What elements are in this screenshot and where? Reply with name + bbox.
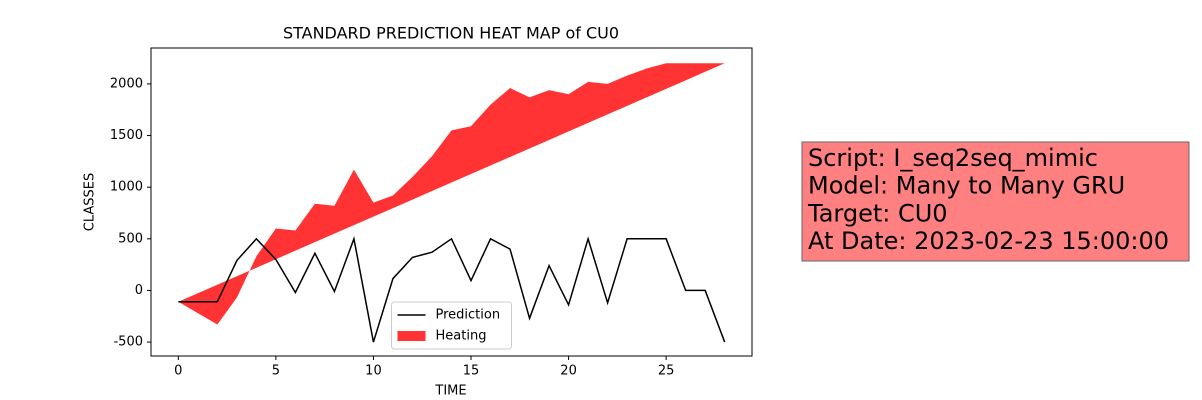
x-tick-label: 0	[174, 364, 182, 379]
y-tick-label: 2000	[110, 76, 143, 91]
line	[178, 236, 726, 343]
x-tick-label: 15	[463, 364, 480, 379]
y-tick-label: 1500	[110, 128, 143, 143]
annotation-text: Script: I_seq2seq_mimic	[808, 144, 1098, 172]
y-axis-label: CLASSES	[83, 173, 98, 231]
y-tick-label: 1000	[110, 180, 143, 195]
area	[178, 63, 725, 325]
legend-label: Prediction	[436, 308, 501, 323]
plot-frame	[150, 47, 753, 357]
y-tick-label: -500	[113, 335, 143, 350]
legend-label: Heating	[436, 329, 487, 344]
y-tick-label: 0	[135, 283, 143, 298]
annotation-text: Target: CU0	[807, 199, 948, 227]
x-tick-label: 25	[658, 364, 675, 379]
annotation-text: At Date: 2023-02-23 15:00:00	[808, 227, 1169, 255]
x-axis-label: TIME	[434, 384, 466, 399]
annotation-text: Model: Many to Many GRU	[808, 172, 1125, 200]
x-tick-label: 10	[365, 364, 382, 379]
y-tick-label: 500	[118, 231, 143, 246]
legend-swatch	[397, 331, 426, 341]
annotation-box	[801, 141, 1190, 262]
x-tick-label: 20	[560, 364, 577, 379]
x-tick-label: 5	[272, 364, 280, 379]
chart-title: STANDARD PREDICTION HEAT MAP of CU0	[283, 24, 619, 43]
